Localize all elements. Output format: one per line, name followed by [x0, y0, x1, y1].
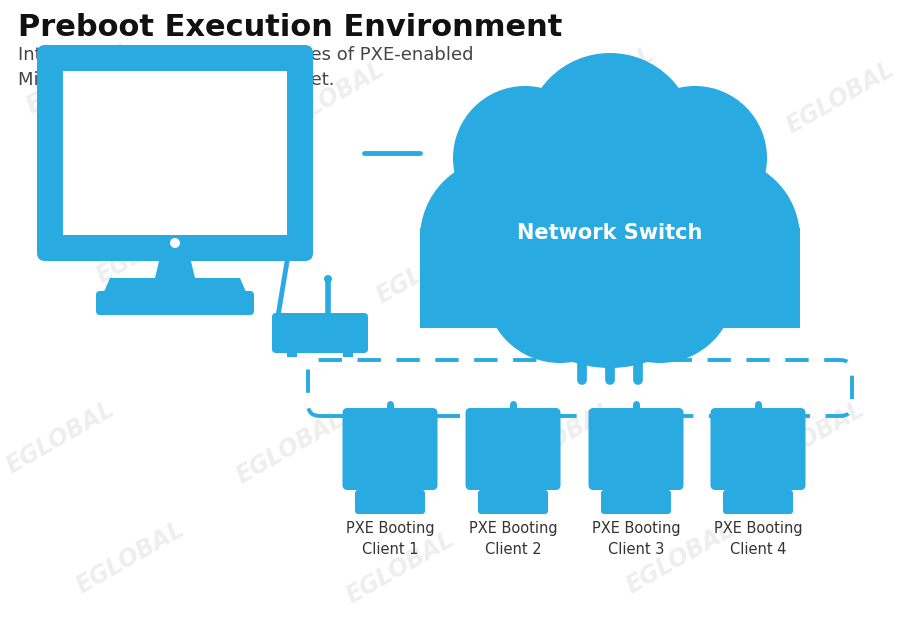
Polygon shape [100, 278, 250, 301]
FancyBboxPatch shape [589, 408, 683, 490]
Text: EGLOBAL: EGLOBAL [272, 57, 389, 138]
FancyBboxPatch shape [723, 490, 793, 514]
Bar [63, 71, 287, 235]
Text: EGLOBAL: EGLOBAL [752, 397, 868, 478]
Bar [503, 481, 523, 495]
Text: EGLOBAL: EGLOBAL [342, 528, 458, 609]
Circle shape [585, 213, 735, 363]
Text: EGLOBAL: EGLOBAL [501, 397, 618, 478]
Text: PXE Booting
Client 4: PXE Booting Client 4 [714, 521, 802, 557]
Text: PXE Booting
Client 2: PXE Booting Client 2 [469, 521, 557, 557]
Text: Network Switch: Network Switch [518, 223, 703, 243]
Text: EGLOBAL: EGLOBAL [542, 42, 659, 124]
Circle shape [420, 158, 580, 318]
Text: EGLOBAL: EGLOBAL [92, 207, 209, 288]
Bar [748, 481, 768, 495]
Bar [343, 347, 353, 357]
Bar [287, 347, 297, 357]
Text: PXE Booting
Client 1: PXE Booting Client 1 [346, 521, 435, 557]
Circle shape [525, 53, 695, 223]
Text: EGLOBAL: EGLOBAL [372, 227, 489, 309]
FancyBboxPatch shape [37, 45, 313, 261]
Bar [626, 481, 646, 495]
FancyBboxPatch shape [465, 408, 561, 490]
Circle shape [485, 213, 635, 363]
Circle shape [490, 128, 730, 368]
FancyBboxPatch shape [96, 291, 254, 315]
Circle shape [623, 86, 767, 230]
FancyBboxPatch shape [355, 490, 425, 514]
Circle shape [453, 86, 597, 230]
Text: EGLOBAL: EGLOBAL [642, 218, 759, 299]
Text: PXE Booting
Client 3: PXE Booting Client 3 [591, 521, 680, 557]
Text: EGLOBAL: EGLOBAL [622, 517, 738, 598]
Text: Preboot Execution Environment: Preboot Execution Environment [18, 13, 562, 42]
Text: EGLOBAL: EGLOBAL [231, 407, 348, 489]
Text: EGLOBAL: EGLOBAL [22, 38, 139, 119]
Text: EGLOBAL: EGLOBAL [2, 397, 119, 478]
FancyBboxPatch shape [601, 490, 671, 514]
Text: EGLOBAL: EGLOBAL [781, 57, 898, 138]
Polygon shape [155, 253, 195, 278]
Bar [420, 228, 800, 328]
Circle shape [324, 275, 332, 283]
FancyBboxPatch shape [272, 313, 368, 353]
Bar [380, 481, 400, 495]
Text: Intall operating system on a series of PXE-enabled
Mini PC as clients through In: Intall operating system on a series of P… [18, 46, 473, 89]
FancyBboxPatch shape [478, 490, 548, 514]
Circle shape [640, 158, 800, 318]
Text: EGLOBAL: EGLOBAL [72, 517, 188, 598]
FancyBboxPatch shape [710, 408, 806, 490]
FancyBboxPatch shape [343, 408, 437, 490]
Circle shape [170, 238, 180, 248]
